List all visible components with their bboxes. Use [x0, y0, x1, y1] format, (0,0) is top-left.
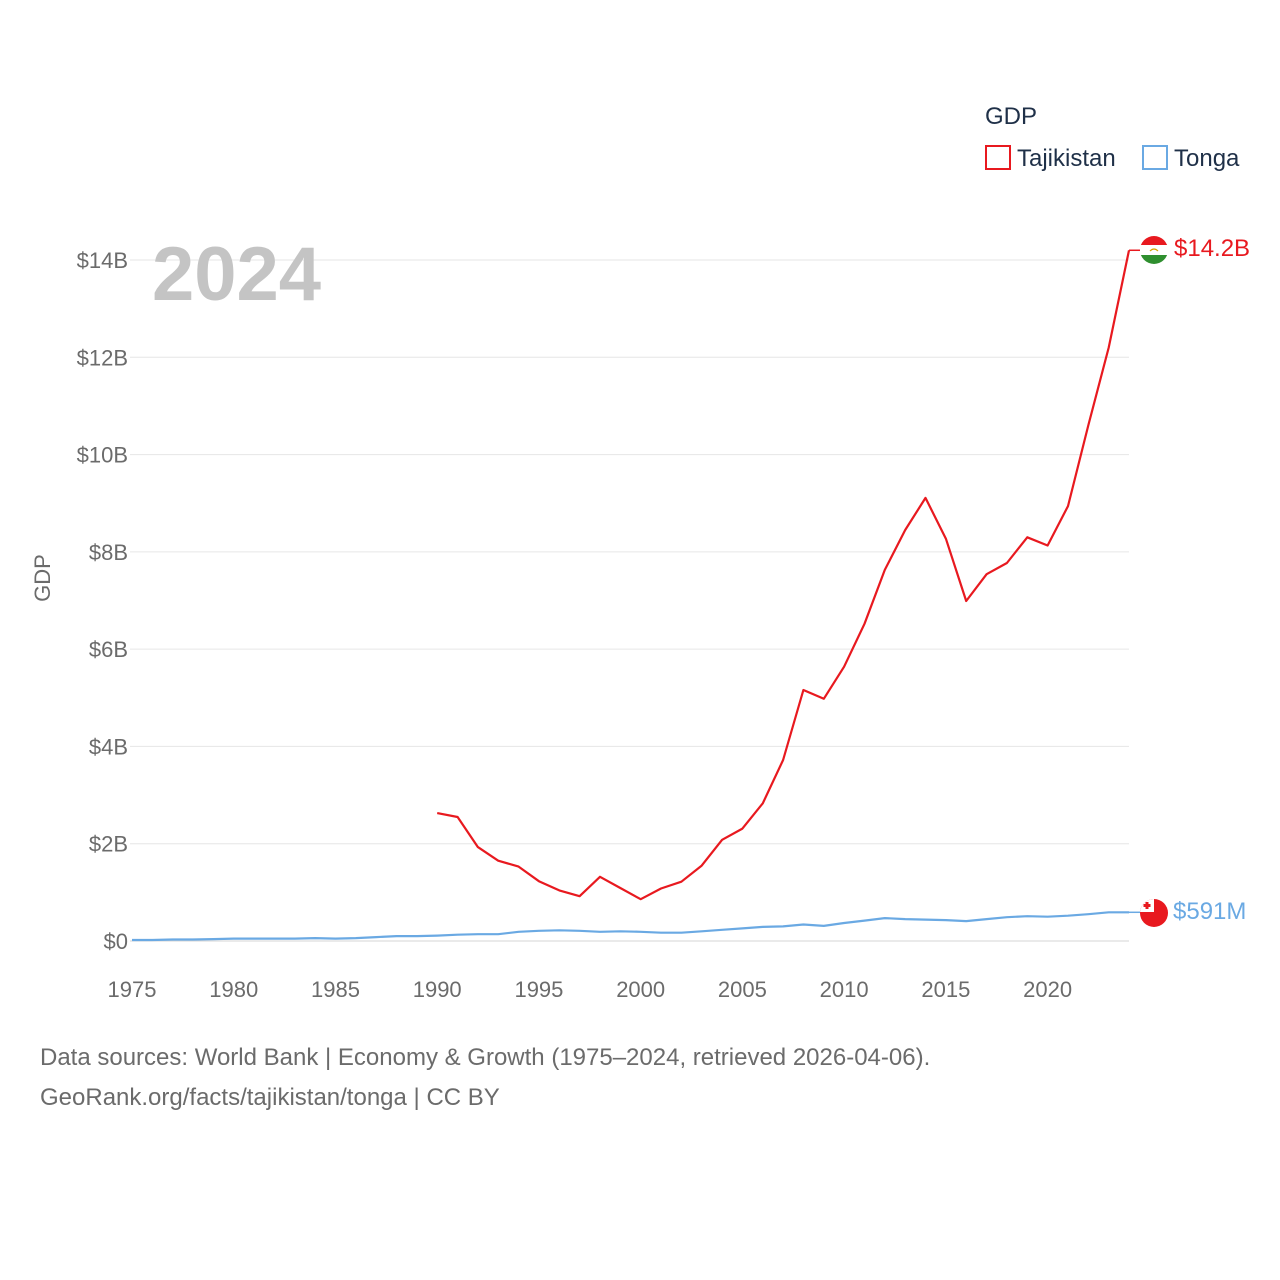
y-tick-label: $14B [77, 248, 128, 273]
x-tick-label: 2005 [718, 977, 767, 1002]
x-tick-label: 2000 [616, 977, 665, 1002]
y-axis-title: GDP [30, 554, 55, 602]
series-line-tajikistan[interactable] [436, 250, 1131, 901]
x-tick-label: 2020 [1023, 977, 1072, 1002]
x-axis-ticks: 1975 1980 1985 1990 1995 2000 2005 2010 2015 2020 [108, 977, 1073, 1002]
series-line-tonga[interactable] [132, 911, 1129, 942]
y-tick-label: $8B [89, 540, 128, 565]
footer-source: Data sources: World Bank | Economy & Gro… [40, 1044, 931, 1071]
y-axis-ticks: $0 $2B $4B $6B $8B $10B $12B $14B [77, 248, 128, 954]
x-tick-label: 1990 [413, 977, 462, 1002]
end-label-tonga: $591M [1173, 898, 1246, 925]
legend-label-tonga[interactable]: Tonga [1174, 145, 1240, 172]
year-label: 2024 [152, 232, 321, 317]
y-tick-label: $0 [104, 929, 128, 954]
legend-swatch-tajikistan[interactable] [985, 145, 1011, 170]
x-tick-label: 2010 [820, 977, 869, 1002]
end-label-tajikistan: $14.2B [1174, 235, 1250, 262]
x-tick-label: 1985 [311, 977, 360, 1002]
x-tick-label: 2015 [921, 977, 970, 1002]
legend-title: GDP [985, 103, 1037, 130]
y-tick-label: $4B [89, 734, 128, 759]
series-lines [132, 249, 1140, 942]
y-tick-label: $6B [89, 637, 128, 662]
x-tick-label: 1995 [514, 977, 563, 1002]
gridlines [130, 259, 1129, 942]
y-tick-label: $10B [77, 443, 128, 468]
x-tick-label: 1980 [209, 977, 258, 1002]
y-tick-label: $12B [77, 345, 128, 370]
y-tick-label: $2B [89, 832, 128, 857]
legend: GDP Tajikistan Tonga [985, 103, 1240, 172]
legend-swatch-tonga[interactable] [1142, 145, 1168, 170]
x-tick-label: 1975 [108, 977, 157, 1002]
legend-label-tajikistan[interactable]: Tajikistan [1017, 145, 1116, 172]
footer-credit[interactable]: GeoRank.org/facts/tajikistan/tonga | CC … [40, 1084, 500, 1111]
tajikistan-flag-icon [1140, 236, 1168, 264]
tonga-flag-icon [1140, 899, 1168, 927]
